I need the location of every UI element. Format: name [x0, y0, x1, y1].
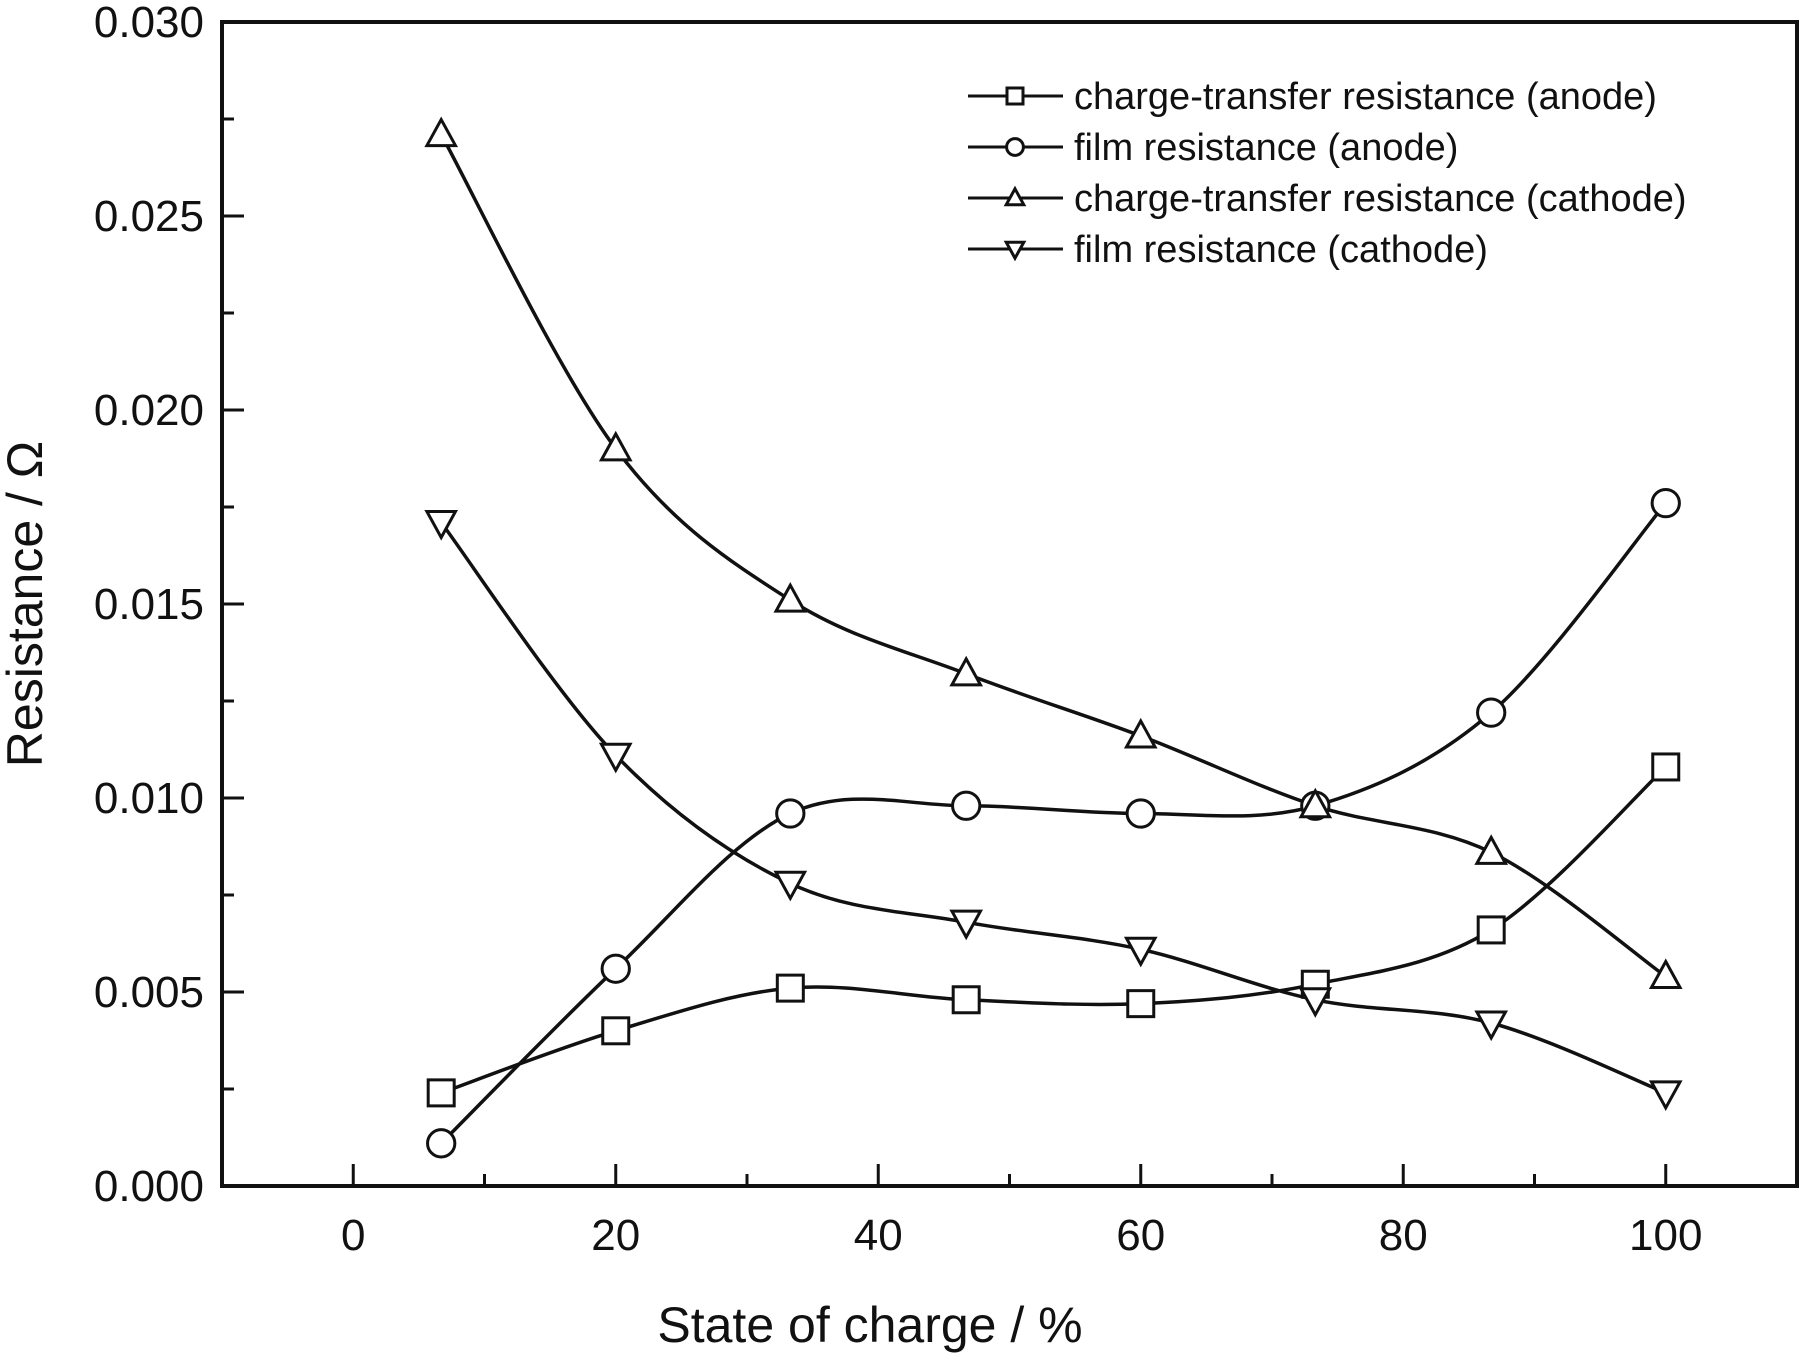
y-axis-title: Resistance / Ω [0, 441, 53, 767]
data-point-triangle-up [1474, 834, 1509, 865]
data-point-square [426, 1078, 456, 1108]
y-tick-label: 0.025 [94, 192, 204, 241]
data-point-square [775, 973, 805, 1003]
data-point-circle [426, 1128, 457, 1159]
legend-marker-triangle-down [1003, 240, 1027, 262]
x-axis: 0 20 40 60 80 100 [341, 1164, 1702, 1260]
y-tick-label: 0.000 [94, 1162, 204, 1211]
data-point-triangle-up [598, 430, 633, 462]
data-point-triangle-down [1648, 1080, 1683, 1111]
data-point-circle [1125, 798, 1156, 829]
y-tick-label: 0.020 [94, 386, 204, 435]
legend-marker-square [1005, 86, 1025, 106]
data-point-circle [1476, 697, 1507, 728]
data-point-circle [600, 953, 631, 984]
x-axis-title: State of charge / % [657, 1297, 1082, 1353]
legend-label: charge-transfer resistance (cathode) [1074, 178, 1687, 220]
y-tick-label: 0.030 [94, 0, 204, 47]
y-axis: 0.000 0.005 0.010 0.015 0.020 0.025 0.030 [94, 0, 244, 1211]
data-point-triangle-up [949, 655, 984, 687]
data-point-square [601, 1016, 631, 1046]
data-point-triangle-down [773, 870, 808, 902]
data-point-triangle-up [1648, 958, 1683, 990]
data-point-circle [775, 798, 806, 829]
data-point-circle [1650, 487, 1681, 519]
legend-marker-triangle-up [1003, 185, 1027, 207]
data-point-square [1126, 989, 1156, 1019]
legend-label: charge-transfer resistance (anode) [1074, 76, 1657, 118]
data-point-triangle-up [1123, 717, 1158, 749]
x-tick-label: 60 [1116, 1211, 1165, 1260]
y-tick-label: 0.010 [94, 774, 204, 823]
legend-label: film resistance (anode) [1074, 127, 1458, 169]
data-point-triangle-down [1474, 1010, 1509, 1042]
data-point-square [951, 985, 981, 1015]
y-tick-label: 0.005 [94, 968, 204, 1017]
data-point-triangle-down [598, 742, 633, 774]
data-point-circle [951, 790, 982, 821]
series-markers [424, 116, 1683, 1159]
data-point-square [1651, 752, 1681, 782]
data-point-triangle-up [1298, 787, 1333, 819]
y-tick-label: 0.015 [94, 580, 204, 629]
data-point-triangle-up [773, 582, 808, 613]
x-tick-label: 80 [1379, 1211, 1428, 1260]
data-point-triangle-down [949, 909, 984, 941]
data-point-triangle-up [424, 116, 459, 148]
legend-label: film resistance (cathode) [1074, 229, 1488, 271]
legend: charge-transfer resistance (anode) film r… [968, 76, 1687, 271]
data-point-triangle-down [424, 509, 459, 541]
data-point-triangle-down [1298, 987, 1333, 1018]
x-tick-label: 0 [341, 1211, 365, 1260]
data-point-square [1476, 915, 1506, 945]
x-tick-label: 100 [1629, 1211, 1702, 1260]
x-tick-label: 20 [591, 1211, 640, 1260]
legend-marker-circle [1005, 137, 1025, 157]
x-tick-label: 40 [854, 1211, 903, 1260]
data-point-triangle-down [1123, 936, 1158, 968]
